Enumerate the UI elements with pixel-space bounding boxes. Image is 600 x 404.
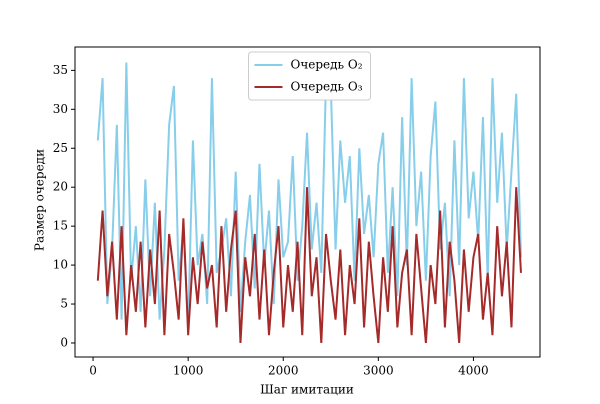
y-tick-label: 10 <box>53 258 68 272</box>
x-tick-label: 0 <box>89 364 97 378</box>
legend-label: Очередь O₃ <box>291 80 363 94</box>
plot-frame <box>74 46 541 358</box>
y-tick-label: 0 <box>60 335 68 349</box>
y-tick-label: 20 <box>53 180 68 194</box>
series-line <box>96 62 522 328</box>
x-axis-label: Шаг имитации <box>260 383 354 397</box>
y-axis-label: Размер очереди <box>33 149 47 251</box>
x-tick-label: 1000 <box>173 364 204 378</box>
x-tick-label: 3000 <box>363 364 394 378</box>
y-tick-label: 15 <box>53 219 68 233</box>
series-line <box>96 187 522 344</box>
x-tick-label: 2000 <box>268 364 299 378</box>
x-tick-label: 4000 <box>458 364 489 378</box>
y-tick-label: 35 <box>53 63 68 77</box>
y-tick-label: 5 <box>60 297 68 311</box>
legend-label: Очередь O₂ <box>291 58 363 72</box>
y-tick-label: 25 <box>53 141 68 155</box>
y-tick-label: 30 <box>53 102 68 116</box>
